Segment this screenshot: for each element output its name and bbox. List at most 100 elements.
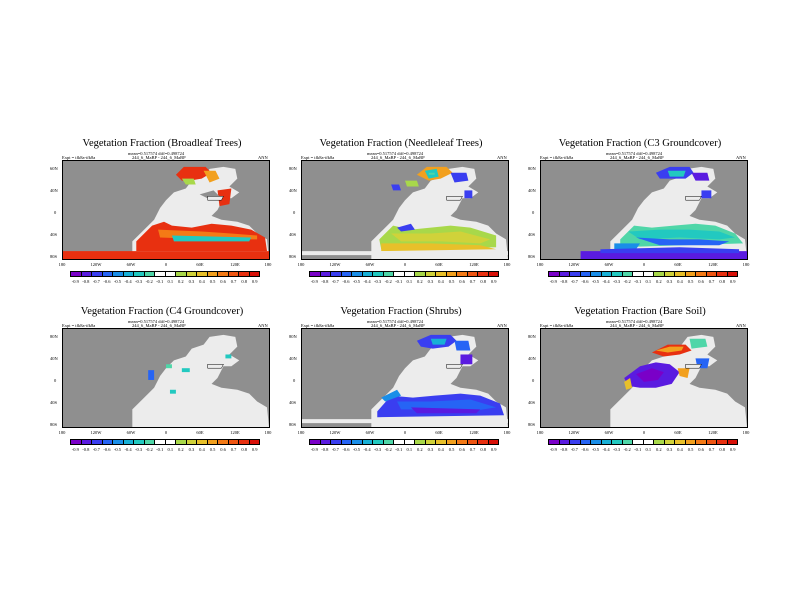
- x-tick: 120W: [568, 430, 580, 435]
- y-tick: 80N: [289, 166, 297, 171]
- colorbar-swatch: [404, 272, 415, 276]
- colorbar-swatch: [362, 272, 373, 276]
- colorbar-swatch: [580, 272, 591, 276]
- colorbar-swatch: [352, 440, 363, 444]
- colorbar-swatch: [228, 440, 239, 444]
- x-tick: 0: [642, 430, 646, 435]
- colorbar-tick-label: -0.8: [560, 447, 568, 452]
- colorbar-tick-label: 0.1: [645, 279, 652, 284]
- colorbar-swatch: [239, 440, 250, 444]
- colorbar-swatch: [717, 440, 728, 444]
- colorbar-tick-label: 0.1: [167, 279, 174, 284]
- colorbar-tick-label: -0.6: [581, 279, 589, 284]
- x-tick: 180: [536, 430, 544, 435]
- y-tick: 40S: [528, 400, 536, 405]
- colorbar-swatch: [373, 272, 384, 276]
- colorbar-labels: -0.9 -0.8 -0.7 -0.6 -0.5 -0.4 -0.3 -0.2 -0.1 0.1 0…: [309, 447, 499, 455]
- colorbar-swatch: [591, 272, 602, 276]
- x-tick: 120E: [230, 262, 240, 267]
- colorbar-tick-label: -0.6: [581, 447, 589, 452]
- colorbar-swatch: [580, 440, 591, 444]
- colorbar-tick-label: -0.3: [613, 279, 621, 284]
- y-tick: 80S: [528, 422, 536, 427]
- mean-line: mean=0.517574 diff=0.498724: [128, 151, 185, 156]
- colorbar-tick-label: -0.9: [549, 279, 557, 284]
- expt-label: Expt = tfk8a-tfk8a: [301, 155, 335, 160]
- colorbar-swatch: [549, 272, 560, 276]
- colorbar-tick-label: -0.3: [135, 279, 143, 284]
- colorbar-tick-label: -0.1: [156, 447, 164, 452]
- colorbar-tick-label: -0.3: [135, 447, 143, 452]
- colorbar-swatch: [123, 440, 134, 444]
- runs-label: 244_6_MaBP - 244_6_MaBP: [610, 155, 664, 160]
- colorbar-swatch: [186, 440, 197, 444]
- x-tick: 60W: [365, 262, 375, 267]
- colorbar-swatch: [144, 440, 155, 444]
- colorbar-tick-label: 0.2: [178, 447, 184, 452]
- colorbar-swatch: [207, 272, 218, 276]
- colorbar-swatch: [144, 272, 155, 276]
- colorbar-tick-label: 0.7: [708, 279, 715, 284]
- colorbar-tick-label: 0.6: [220, 447, 226, 452]
- y-tick: 80S: [50, 254, 58, 259]
- colorbar-swatch: [113, 272, 124, 276]
- colorbar-swatch: [102, 272, 113, 276]
- colorbar-swatch: [155, 272, 166, 276]
- x-tick: 60W: [126, 262, 136, 267]
- colorbar-tick-label: 0.9: [251, 447, 258, 452]
- y-tick: 40N: [50, 188, 58, 193]
- colorbar-tick-label: -0.5: [591, 447, 600, 452]
- season-label: ANN: [736, 155, 746, 160]
- colorbar-tick-label: -0.2: [384, 447, 392, 452]
- colorbar-tick-label: -0.5: [113, 279, 122, 284]
- colorbar-swatch: [559, 440, 570, 444]
- colorbar-swatch: [633, 440, 644, 444]
- y-tick: 60N: [50, 166, 58, 171]
- colorbar-swatch: [467, 272, 478, 276]
- x-tick: 180: [264, 262, 272, 267]
- colorbar-tick-label: 0.2: [656, 447, 662, 452]
- season-label: ANN: [258, 155, 268, 160]
- colorbar-swatch: [155, 440, 166, 444]
- colorbar-swatch: [488, 440, 498, 444]
- colorbar-swatch: [123, 272, 134, 276]
- colorbar-tick-label: -0.7: [570, 279, 578, 284]
- x-tick: 60E: [674, 430, 682, 435]
- colorbar-tick-label: -0.4: [124, 447, 132, 452]
- y-tick: 0: [532, 378, 535, 383]
- panel-c4-groundcover: Vegetation Fraction (C4 Groundcover) mea…: [46, 306, 278, 476]
- x-tick: 0: [642, 262, 646, 267]
- colorbar-swatch: [186, 272, 197, 276]
- colorbar-tick-label: 0.4: [438, 279, 444, 284]
- mean-line: mean=0.517574 diff=0.498724: [606, 151, 663, 156]
- colorbar-tick-label: -0.1: [395, 279, 403, 284]
- panel-title: Vegetation Fraction (C4 Groundcover): [80, 306, 244, 317]
- y-tick: 0: [293, 378, 296, 383]
- runs-label: 244_6_MaBP - 244_6_MaBP: [132, 155, 186, 160]
- colorbar-swatch: [685, 272, 696, 276]
- panel-broadleaf-trees: Vegetation Fraction (Broadleaf Trees) me…: [46, 138, 278, 308]
- colorbar-tick-label: 0.3: [427, 279, 434, 284]
- colorbar-tick-label: -0.1: [156, 279, 164, 284]
- colorbar-swatch: [92, 440, 103, 444]
- x-tick: 0: [403, 262, 407, 267]
- colorbar-labels: -0.9 -0.8 -0.7 -0.6 -0.5 -0.4 -0.3 -0.2 -0.1 0.1 0…: [309, 279, 499, 287]
- colorbar-swatch: [394, 272, 405, 276]
- colorbar-tick-label: -0.8: [321, 447, 329, 452]
- x-tick: 120E: [469, 262, 479, 267]
- y-tick: 80N: [289, 334, 297, 339]
- y-tick: 80N: [528, 334, 536, 339]
- y-tick: 80N: [528, 166, 536, 171]
- y-tick: 80S: [50, 422, 58, 427]
- map-plot: [301, 160, 509, 260]
- colorbar-tick-label: 0.7: [708, 447, 715, 452]
- colorbar-swatch: [612, 440, 623, 444]
- x-tick: 120E: [708, 262, 718, 267]
- colorbar-swatch: [415, 440, 426, 444]
- panel-title: Vegetation Fraction (Bare Soil): [574, 306, 706, 317]
- y-tick: 0: [54, 378, 57, 383]
- colorbar-tick-label: -0.3: [613, 447, 621, 452]
- colorbar-swatch: [685, 440, 696, 444]
- colorbar-tick-label: -0.3: [374, 279, 382, 284]
- colorbar-swatch: [176, 272, 187, 276]
